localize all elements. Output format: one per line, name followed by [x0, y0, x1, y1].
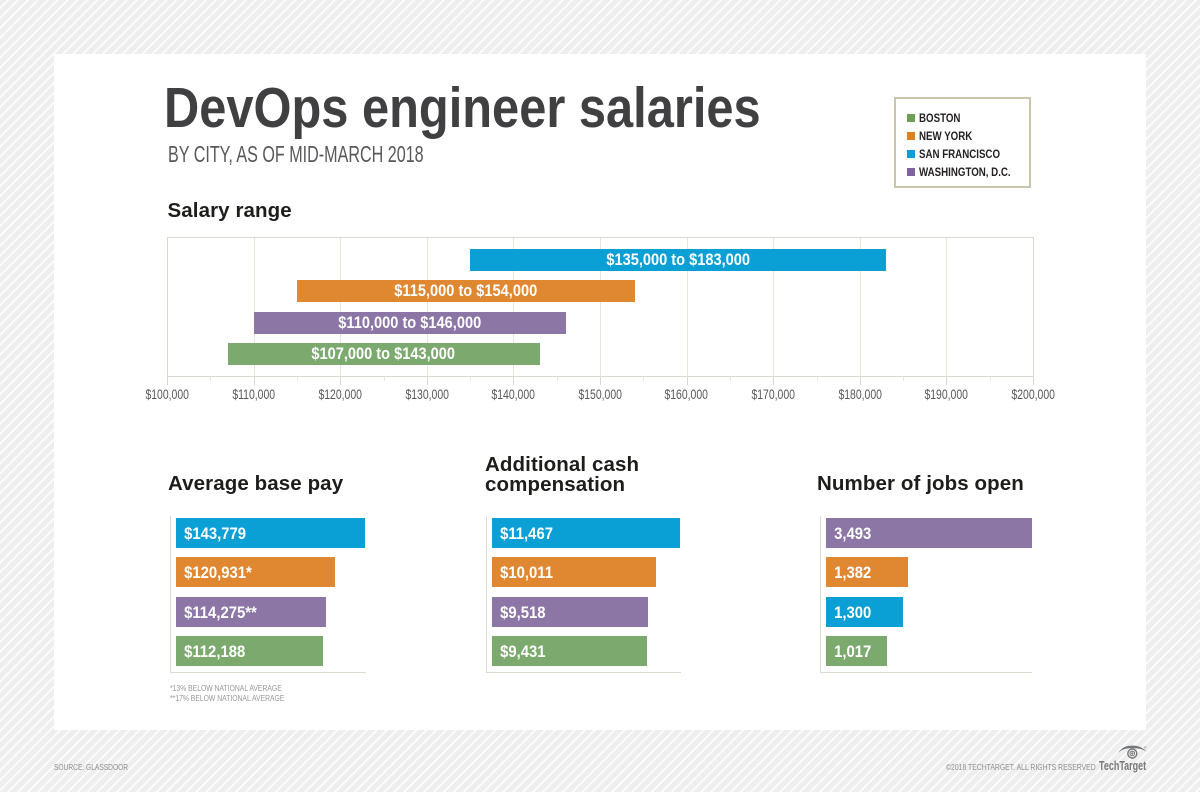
svg-text:®: ® — [1144, 745, 1147, 750]
